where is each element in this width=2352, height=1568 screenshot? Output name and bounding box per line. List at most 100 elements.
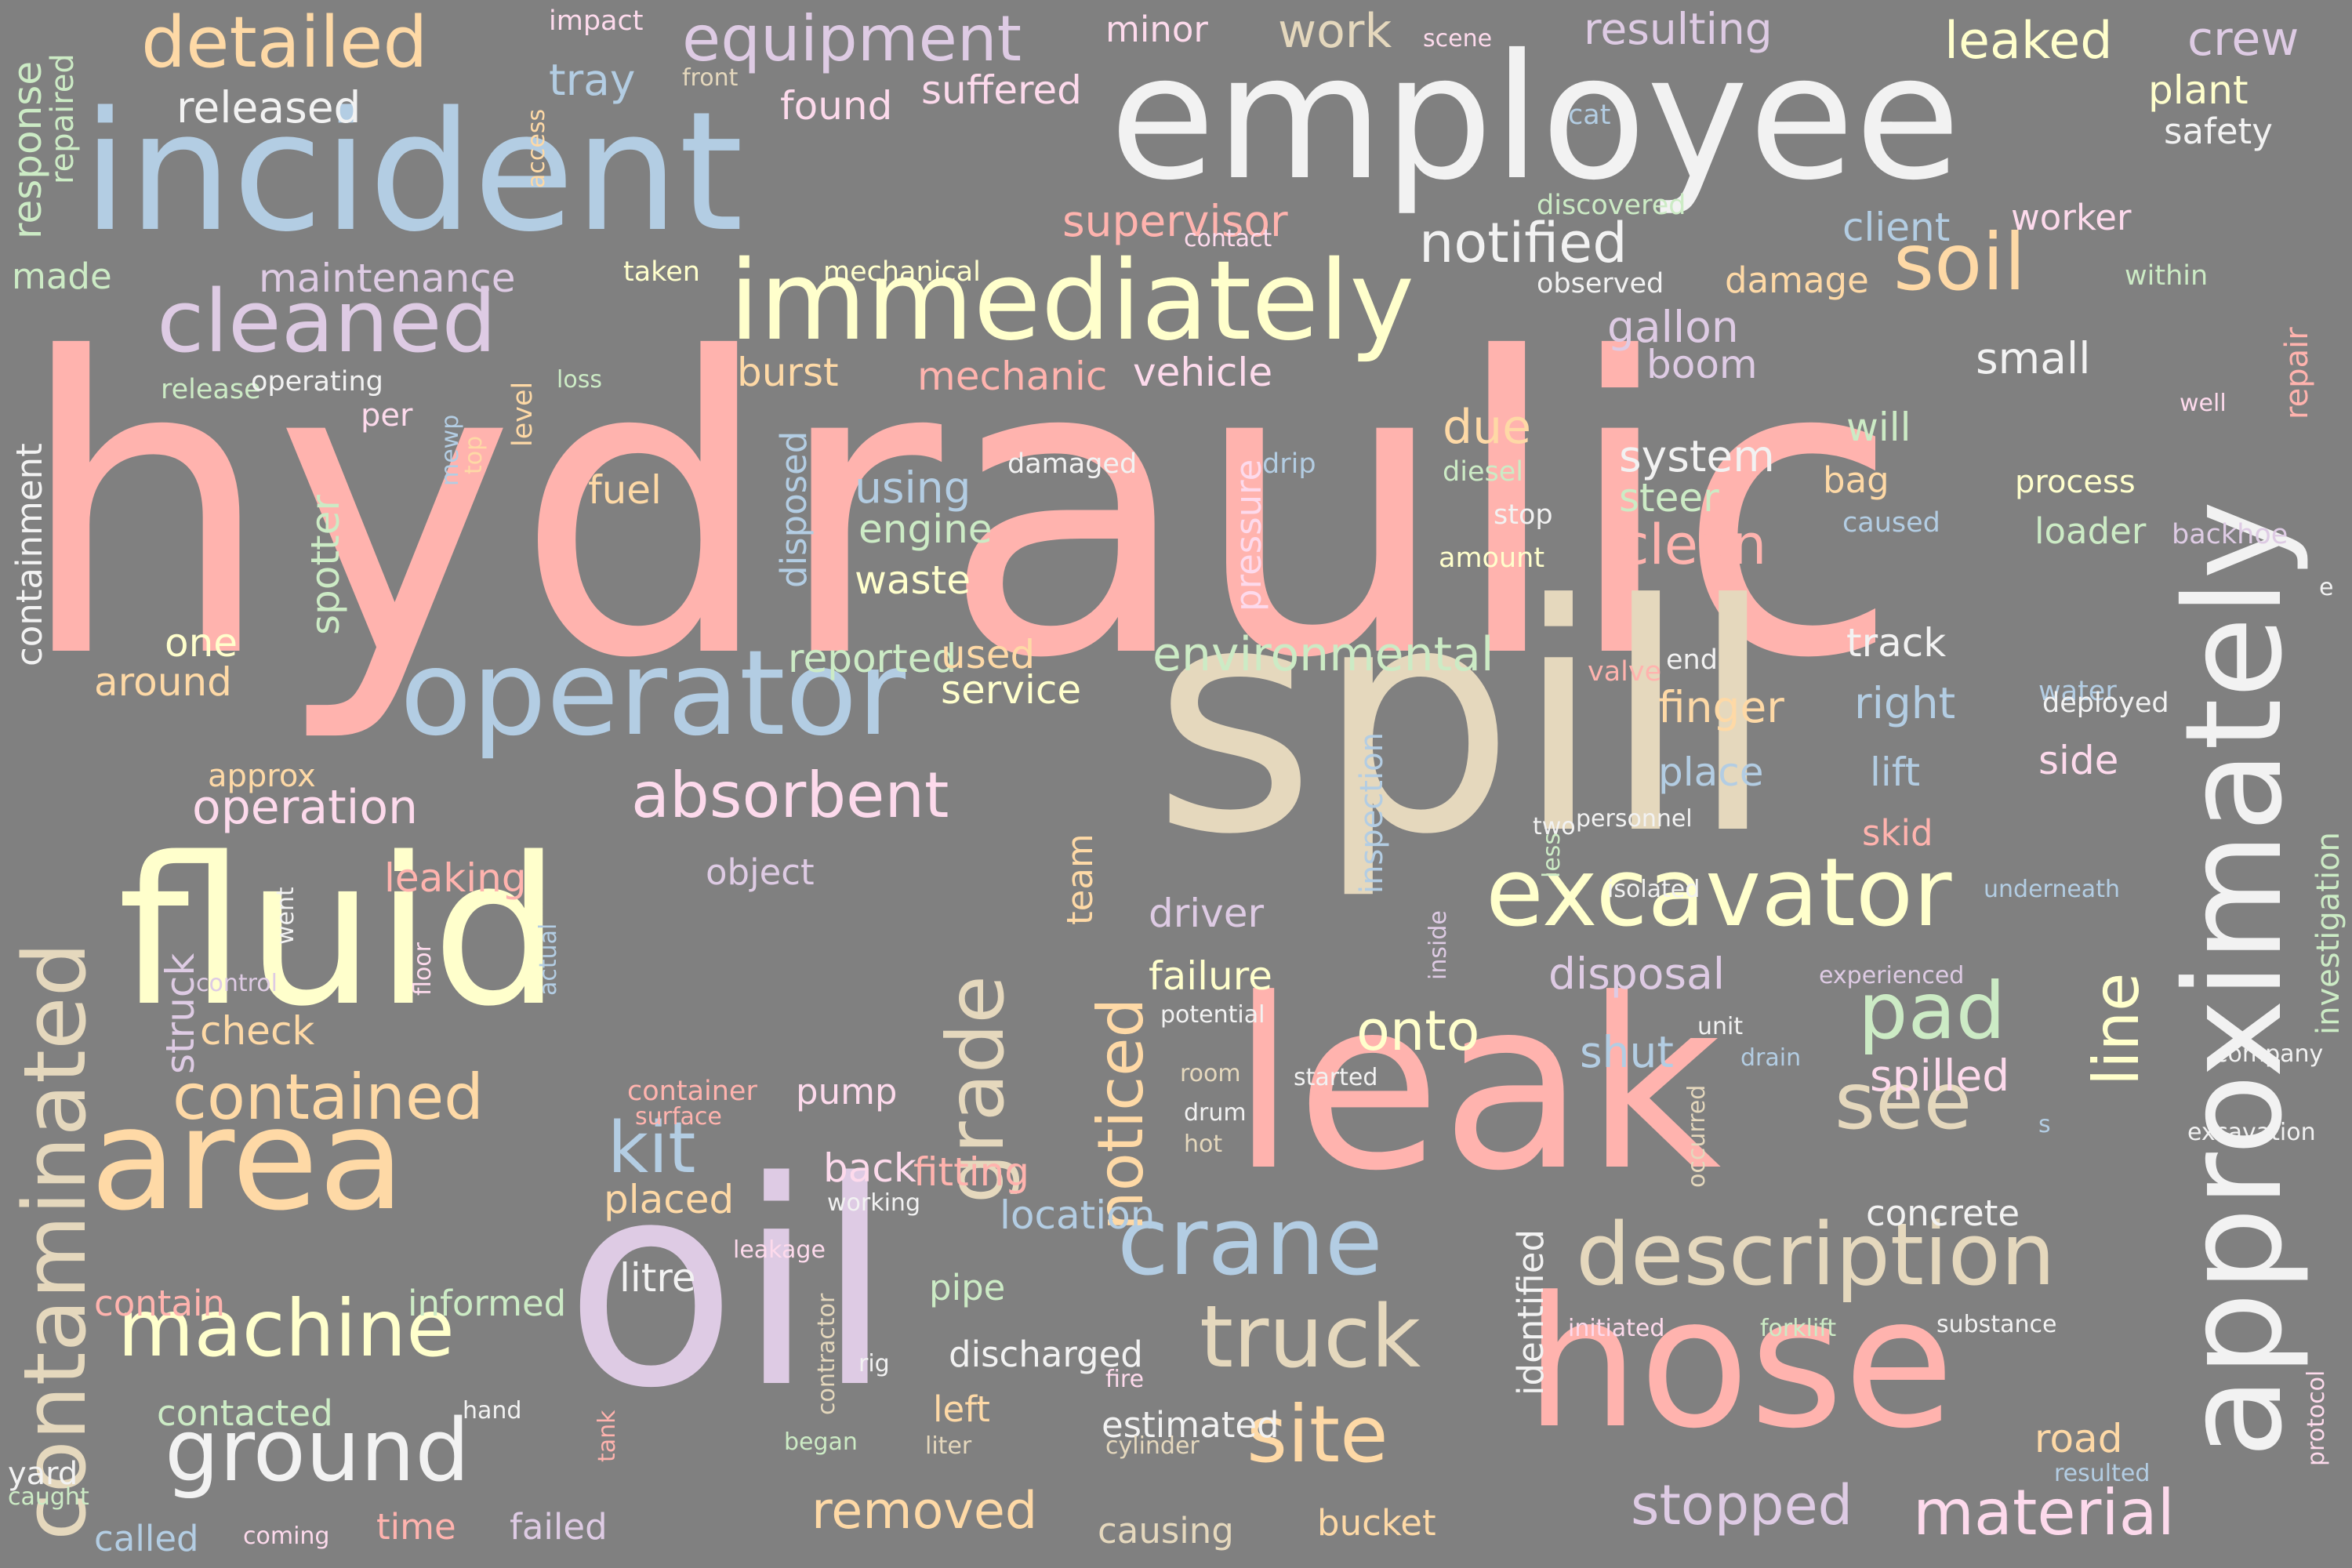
word-approx: approx [208, 758, 316, 794]
word-coming: coming [243, 1523, 330, 1550]
word-discharged: discharged [949, 1334, 1143, 1375]
word-maintenance: maintenance [259, 256, 516, 301]
word-vehicle: vehicle [1133, 350, 1273, 395]
word-detailed: detailed [141, 2, 428, 84]
word-excavator: excavator [1486, 839, 1952, 948]
word-estimated: estimated [1102, 1404, 1279, 1446]
word-cat: cat [1568, 100, 1611, 131]
word-containment: containment [9, 443, 50, 666]
word-skid: skid [1862, 812, 1933, 854]
word-engine: engine [858, 506, 993, 552]
word-taken: taken [623, 256, 700, 288]
word-drum: drum [1184, 1099, 1247, 1127]
word-potential: potential [1160, 1001, 1265, 1029]
word-operating: operating [251, 366, 383, 397]
word-inspection: inspection [1354, 732, 1390, 894]
word-client: client [1842, 205, 1951, 250]
word-identified: identified [1510, 1229, 1552, 1396]
word-contained: contained [172, 1061, 484, 1134]
word-mechanic: mechanic [917, 354, 1108, 399]
word-company: company [2215, 1040, 2324, 1068]
word-approximately: approximately [2157, 500, 2312, 1458]
word-pump: pump [796, 1071, 898, 1112]
word-backhoe: backhoe [2172, 519, 2288, 550]
word-called: called [94, 1518, 199, 1559]
word-using: using [855, 463, 971, 513]
word-onto: onto [1356, 999, 1480, 1063]
word-damaged: damaged [1007, 448, 1138, 480]
word-failure: failure [1149, 953, 1272, 999]
word-actual: actual [535, 923, 562, 996]
word-pipe: pipe [929, 1267, 1006, 1308]
word-used: used [941, 632, 1036, 677]
word-description: description [1576, 1204, 2056, 1305]
word-end: end [1666, 644, 1718, 676]
word-gallon: gallon [1607, 302, 1739, 352]
word-drip: drip [1262, 448, 1316, 480]
word-oil: oil [564, 1121, 895, 1450]
word-personnel: personnel [1576, 805, 1693, 833]
word-leaking: leaking [384, 855, 527, 901]
word-reported: reported [788, 636, 957, 681]
word-mechanical: mechanical [823, 256, 981, 288]
word-caught: caught [8, 1483, 89, 1511]
word-team: team [1059, 833, 1101, 925]
word-scene: scene [1423, 25, 1493, 53]
word-yard: yard [8, 1456, 78, 1492]
word-contractor: contractor [813, 1293, 840, 1415]
word-time: time [376, 1506, 456, 1548]
word-spotter: spotter [303, 495, 348, 635]
word-resulted: resulted [2054, 1460, 2151, 1487]
word-failed: failed [510, 1506, 608, 1548]
word-contain: contain [94, 1283, 226, 1324]
word-disposal: disposal [1548, 949, 1726, 999]
word-loader: loader [2034, 510, 2147, 552]
word-surface: surface [635, 1103, 722, 1131]
word-s: s [2038, 1111, 2051, 1138]
word-driver: driver [1149, 891, 1265, 936]
word-around: around [94, 659, 232, 705]
word-contacted: contacted [157, 1392, 333, 1434]
word-pressure: pressure [1228, 459, 1269, 612]
word-working: working [827, 1189, 920, 1217]
word-e: e [2319, 574, 2334, 601]
word-release: release [161, 374, 261, 405]
word-made: made [12, 256, 112, 297]
word-truck: truck [1200, 1287, 1421, 1387]
word-area: area [90, 1078, 405, 1242]
word-left: left [933, 1388, 990, 1430]
word-leakage: leakage [733, 1236, 826, 1264]
word-shut: shut [1580, 1027, 1674, 1077]
word-two: two [1533, 813, 1576, 840]
word-hydraulic: hydraulic [16, 272, 1901, 747]
word-liter: liter [925, 1432, 972, 1460]
word-burst: burst [737, 350, 839, 395]
word-service: service [941, 667, 1082, 713]
word-disposed: disposed [773, 430, 815, 588]
word-object: object [706, 851, 815, 893]
word-water: water [2038, 676, 2117, 707]
word-isolated: isolated [1607, 876, 1700, 903]
word-container: container [627, 1076, 757, 1107]
word-location: location [1000, 1192, 1156, 1238]
word-placed: placed [604, 1177, 735, 1222]
word-soil: soil [1893, 216, 2026, 308]
word-inside: inside [1425, 910, 1452, 980]
word-site: site [1247, 1388, 1388, 1480]
word-investigation: investigation [2310, 832, 2347, 1035]
word-back: back [823, 1145, 916, 1191]
word-place: place [1658, 750, 1764, 795]
word-fuel: fuel [588, 467, 662, 513]
word-cylinder: cylinder [1105, 1432, 1200, 1460]
word-discovered: discovered [1537, 190, 1686, 221]
word-equipment: equipment [682, 2, 1022, 75]
word-drain: drain [1740, 1044, 1802, 1072]
word-material: material [1913, 1476, 2175, 1549]
word-fire: fire [1105, 1366, 1145, 1393]
word-stopped: stopped [1631, 1473, 1853, 1537]
word-fluid: fluid [118, 815, 561, 1051]
word-floor: floor [409, 942, 437, 996]
word-within: within [2125, 260, 2209, 292]
word-spilled: spilled [1870, 1051, 2010, 1101]
word-waste: waste [855, 557, 971, 603]
